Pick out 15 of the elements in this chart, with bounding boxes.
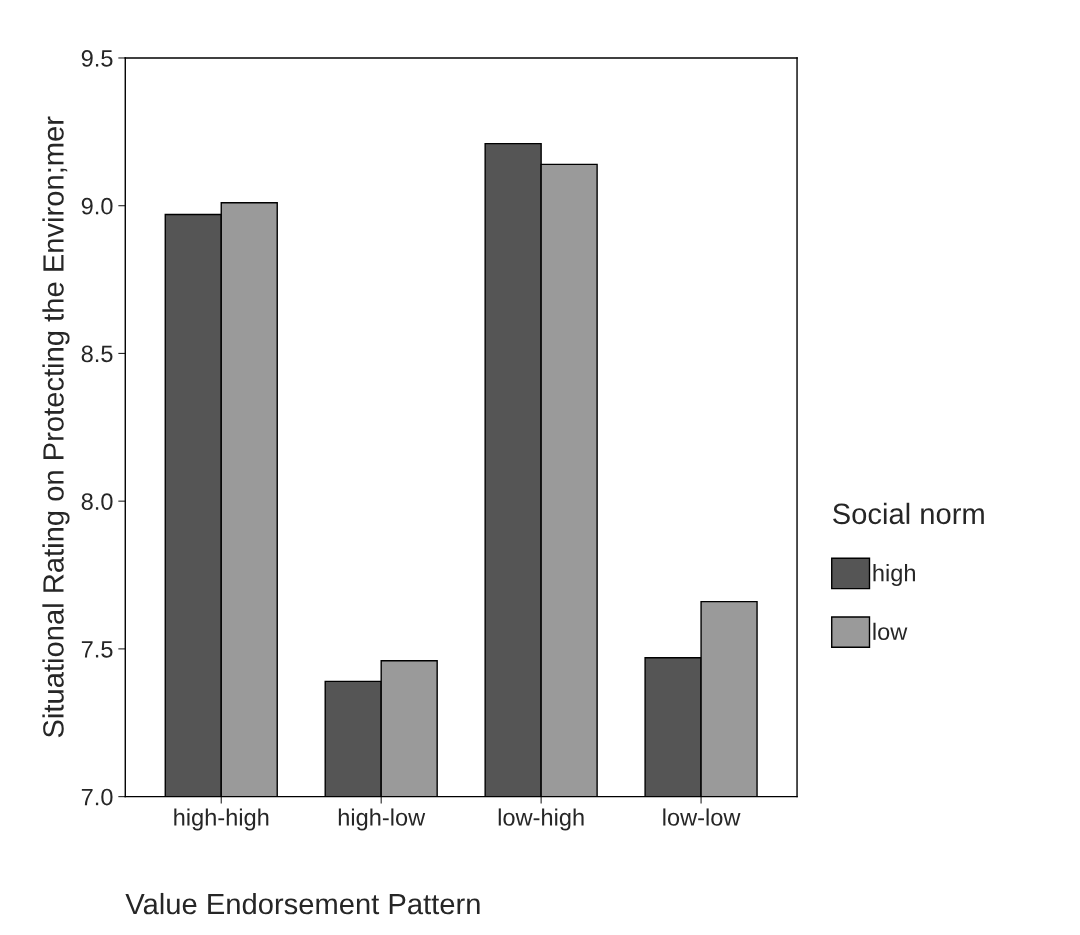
x-tick-label: high-high [174, 808, 269, 831]
y-tick-label: 9.0 [81, 197, 113, 215]
x-tick-label: high-low [338, 808, 426, 831]
y-tick-label: 7.5 [81, 641, 113, 658]
legend-label: high [873, 564, 915, 587]
legend-label: low [873, 622, 908, 641]
y-tick-label: 9.5 [81, 50, 113, 67]
y-axis-title: Situational Rating on Protecting the Environ;mer [42, 116, 70, 738]
legend-title: Social norm [833, 502, 984, 525]
y-tick-label: 8.0 [81, 493, 113, 510]
y-tick-label: 8.5 [81, 345, 113, 363]
y-tick-label: 7.0 [81, 788, 113, 806]
x-axis-title: Value Endorsement Pattern [125, 892, 480, 915]
x-tick-label: low-low [663, 808, 741, 826]
x-tick-label: low-high [498, 808, 584, 831]
